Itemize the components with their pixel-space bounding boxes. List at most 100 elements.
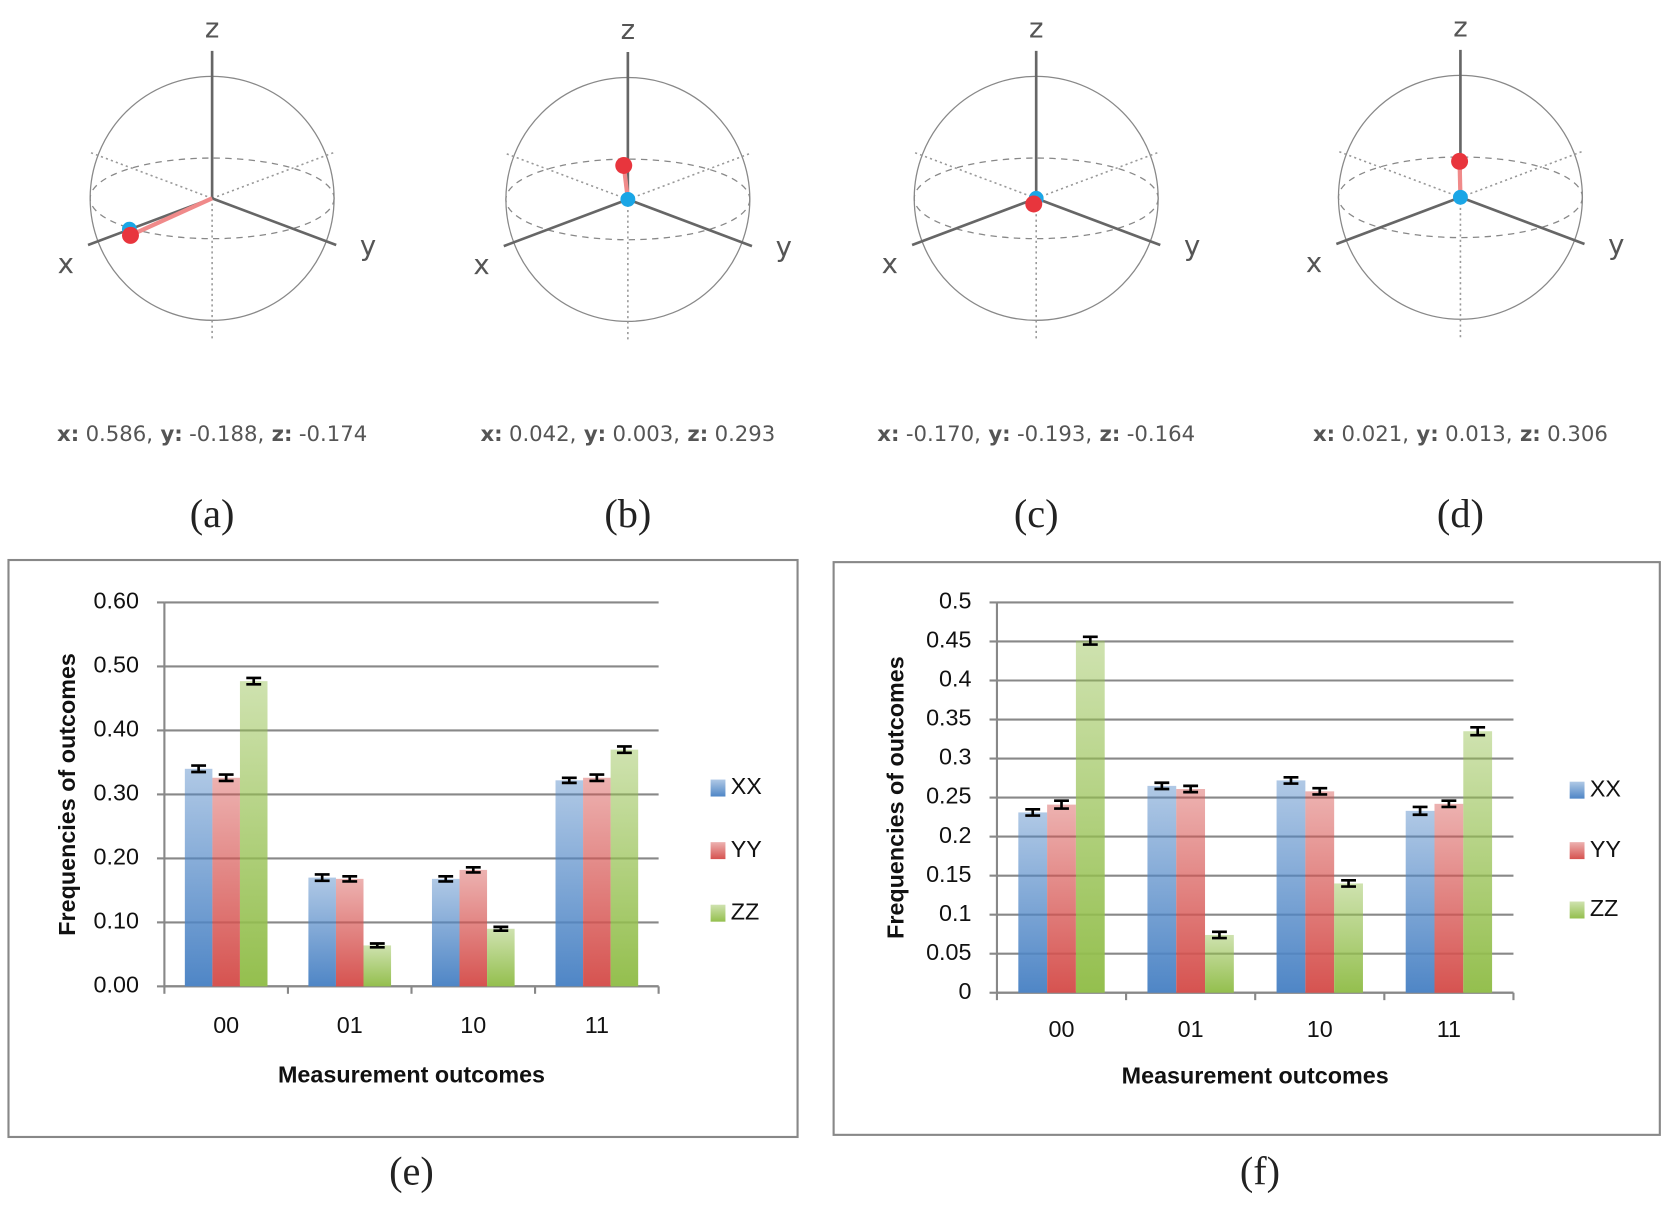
caption: (e) xyxy=(389,1148,434,1193)
coord-value: 0.042, xyxy=(509,422,576,447)
error-bar xyxy=(369,942,385,949)
coord-name: x: xyxy=(877,422,899,447)
y-axis xyxy=(627,198,753,248)
coordinates: x: 0.042, y: 0.003, z: 0.293 xyxy=(480,422,775,447)
x-axis-title: Measurement outcomes xyxy=(278,1062,545,1088)
axis-back xyxy=(211,150,337,200)
bar xyxy=(239,681,268,987)
coord-name: z: xyxy=(272,422,293,447)
coordinates: x: -0.170, y: -0.193, z: -0.164 xyxy=(877,422,1195,447)
caption: (c) xyxy=(1014,491,1059,536)
error-bar xyxy=(1412,805,1428,817)
coord-name: z: xyxy=(1520,422,1541,447)
coord-name: z: xyxy=(687,422,708,447)
error-bar xyxy=(493,925,509,933)
bar xyxy=(1434,803,1464,993)
x-axis-title: Measurement outcomes xyxy=(1122,1063,1389,1089)
coordinates: x: 0.021, y: 0.013, z: 0.306 xyxy=(1313,422,1608,447)
error-bar xyxy=(561,776,577,785)
error-bar xyxy=(246,676,262,686)
coordinates: x: 0.586, y: -0.188, z: -0.174 xyxy=(57,422,367,447)
x-tick-label: 01 xyxy=(337,1012,363,1038)
coord-value: 0.306 xyxy=(1547,422,1608,447)
error-bar xyxy=(191,764,207,774)
y-axis-title: Frequencies of outcomes xyxy=(54,653,80,936)
y-tick-label: 0.25 xyxy=(926,783,971,809)
coord-name: y: xyxy=(988,422,1010,447)
coord-value: -0.174 xyxy=(299,422,367,447)
axis-label: z xyxy=(621,13,635,46)
bar xyxy=(431,878,460,987)
error-bar xyxy=(1183,784,1199,794)
caption: (b) xyxy=(604,491,651,536)
bar xyxy=(1463,731,1493,993)
bar xyxy=(1075,640,1105,993)
bar xyxy=(1176,789,1206,993)
error-bar xyxy=(1283,775,1299,785)
bar-chart: 0.00 0.10 0.20 0.30 0.40 0.50 0.60 XX YY ZZ 00 01 10… xyxy=(7,558,799,1193)
error-bar xyxy=(1441,799,1457,809)
bar xyxy=(1018,812,1048,993)
bar xyxy=(184,768,213,987)
y-tick-label: 0.5 xyxy=(939,588,971,614)
equator xyxy=(1337,156,1584,239)
axis-back xyxy=(1460,149,1585,199)
bloch-sphere: x y z x: -0.170, y: -0.193, z: -0.164 (c) xyxy=(877,12,1200,536)
coord-name: x: xyxy=(57,422,79,447)
axis-back xyxy=(627,152,753,201)
legend-swatch xyxy=(1569,781,1585,799)
x-axis xyxy=(503,198,629,248)
bar xyxy=(1334,883,1363,993)
equator xyxy=(913,157,1159,240)
bar xyxy=(459,869,488,987)
red-dot xyxy=(1025,195,1043,213)
error-bar xyxy=(218,773,234,783)
coord-name: y: xyxy=(1416,422,1438,447)
x-tick-label: 11 xyxy=(585,1012,609,1038)
legend-label: YY xyxy=(731,836,763,862)
bar xyxy=(1305,791,1335,993)
x-tick-label: 00 xyxy=(1049,1016,1075,1042)
coord-value: 0.293 xyxy=(715,422,776,447)
axis-back xyxy=(503,152,629,201)
y-tick-label: 0.05 xyxy=(926,939,971,965)
bar xyxy=(1047,804,1076,993)
axis-label: x xyxy=(882,247,898,280)
axis-back xyxy=(87,150,213,200)
bar xyxy=(335,878,364,987)
coord-value: -0.188, xyxy=(189,422,264,447)
legend-swatch xyxy=(710,842,726,860)
y-tick-label: 0.40 xyxy=(94,716,139,742)
y-tick-label: 0.2 xyxy=(939,822,971,848)
error-bar xyxy=(342,874,358,883)
x-tick-label: 01 xyxy=(1178,1016,1204,1042)
bar xyxy=(1276,780,1306,993)
x-tick-label: 11 xyxy=(1437,1016,1461,1042)
y-axis-title: Frequencies of outcomes xyxy=(882,656,908,939)
chart-frame xyxy=(832,561,1661,1136)
coord-value: -0.164 xyxy=(1127,422,1195,447)
axis-label: x xyxy=(1306,246,1322,279)
y-tick-label: 0.20 xyxy=(94,844,139,870)
bar-chart: 0 0.05 0.1 0.15 0.2 0.25 0.3 0.35 0.4 0.45 0.5 XX YY… xyxy=(832,561,1661,1193)
coord-value: 0.021, xyxy=(1342,422,1409,447)
axis-label: z xyxy=(1029,12,1043,45)
error-bar xyxy=(1054,799,1069,810)
legend-swatch xyxy=(1569,901,1585,919)
y-axis xyxy=(211,197,337,247)
coord-value: -0.193, xyxy=(1017,422,1092,447)
legend-swatch xyxy=(1569,842,1585,860)
equator xyxy=(89,157,335,240)
y-tick-label: 0.4 xyxy=(939,666,971,692)
error-bar xyxy=(1312,786,1328,796)
x-tick-label: 10 xyxy=(460,1012,486,1038)
caption: (a) xyxy=(190,491,235,536)
axis-label: y xyxy=(776,230,792,263)
red-dot xyxy=(615,156,633,174)
bloch-sphere: x y z x: 0.586, y: -0.188, z: -0.174 (a) xyxy=(57,12,376,536)
axis-label: z xyxy=(1453,11,1467,44)
bar xyxy=(487,928,515,987)
legend-label: ZZ xyxy=(731,898,760,924)
